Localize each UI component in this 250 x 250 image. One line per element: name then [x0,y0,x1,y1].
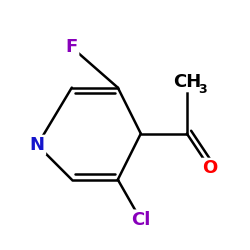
Text: N: N [30,136,45,154]
Text: F: F [66,38,78,56]
Text: Cl: Cl [131,211,150,229]
Text: 3: 3 [198,84,207,96]
Text: O: O [202,159,218,177]
Text: CH: CH [173,73,201,91]
